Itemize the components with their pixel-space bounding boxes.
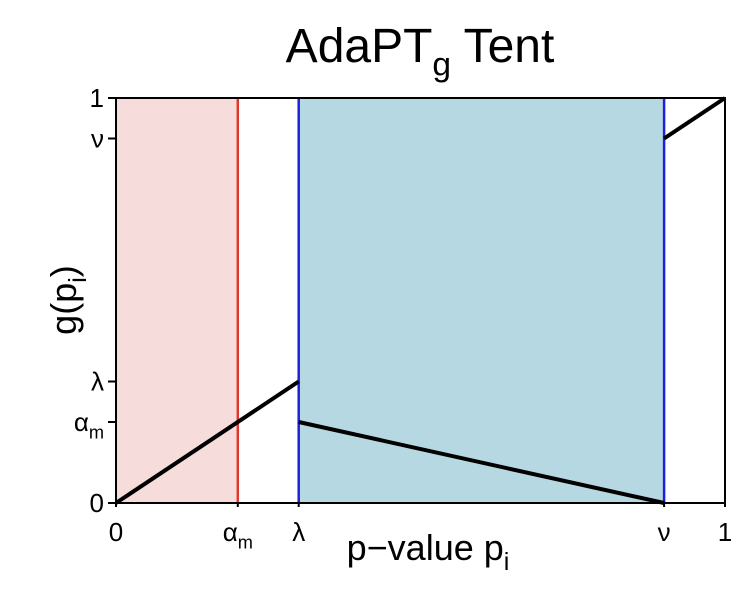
y-axis-label: g(pi) <box>43 265 92 335</box>
chart-title-part: AdaPT <box>286 20 433 73</box>
y-tick-label: ν <box>91 124 104 154</box>
y-axis-label-part: g(p <box>43 283 84 335</box>
y-tick-label: λ <box>91 367 104 397</box>
y-tick-label: αm <box>74 407 104 442</box>
chart-title-sub: g <box>432 46 451 83</box>
chart-title: AdaPTg Tent <box>286 20 555 83</box>
y-axis-label-sub: i <box>64 277 92 283</box>
x-axis-label: p−value pi <box>347 527 510 576</box>
x-axis-label-sub: i <box>504 548 510 576</box>
y-tick-label-part: α <box>74 407 89 437</box>
chart-title-part: Tent <box>451 20 554 73</box>
x-tick-label: 0 <box>109 517 123 547</box>
x-tick-label: ν <box>658 517 671 547</box>
plot-frame <box>115 97 726 504</box>
y-tick-label: 0 <box>90 488 104 518</box>
y-axis-label-part: ) <box>43 265 84 277</box>
x-tick-label: αm <box>223 517 253 552</box>
x-tick-label: 1 <box>718 517 732 547</box>
data-line <box>114 96 727 505</box>
shaded-region <box>116 98 238 503</box>
x-tick-label-sub: m <box>238 532 253 552</box>
y-tick-label-sub: m <box>89 422 104 442</box>
y-tick-label: 1 <box>90 83 104 113</box>
x-tick-label: λ <box>292 517 305 547</box>
x-tick-label-part: α <box>223 517 238 547</box>
shaded-region <box>298 98 665 503</box>
x-axis-label-part: p−value p <box>347 527 504 568</box>
